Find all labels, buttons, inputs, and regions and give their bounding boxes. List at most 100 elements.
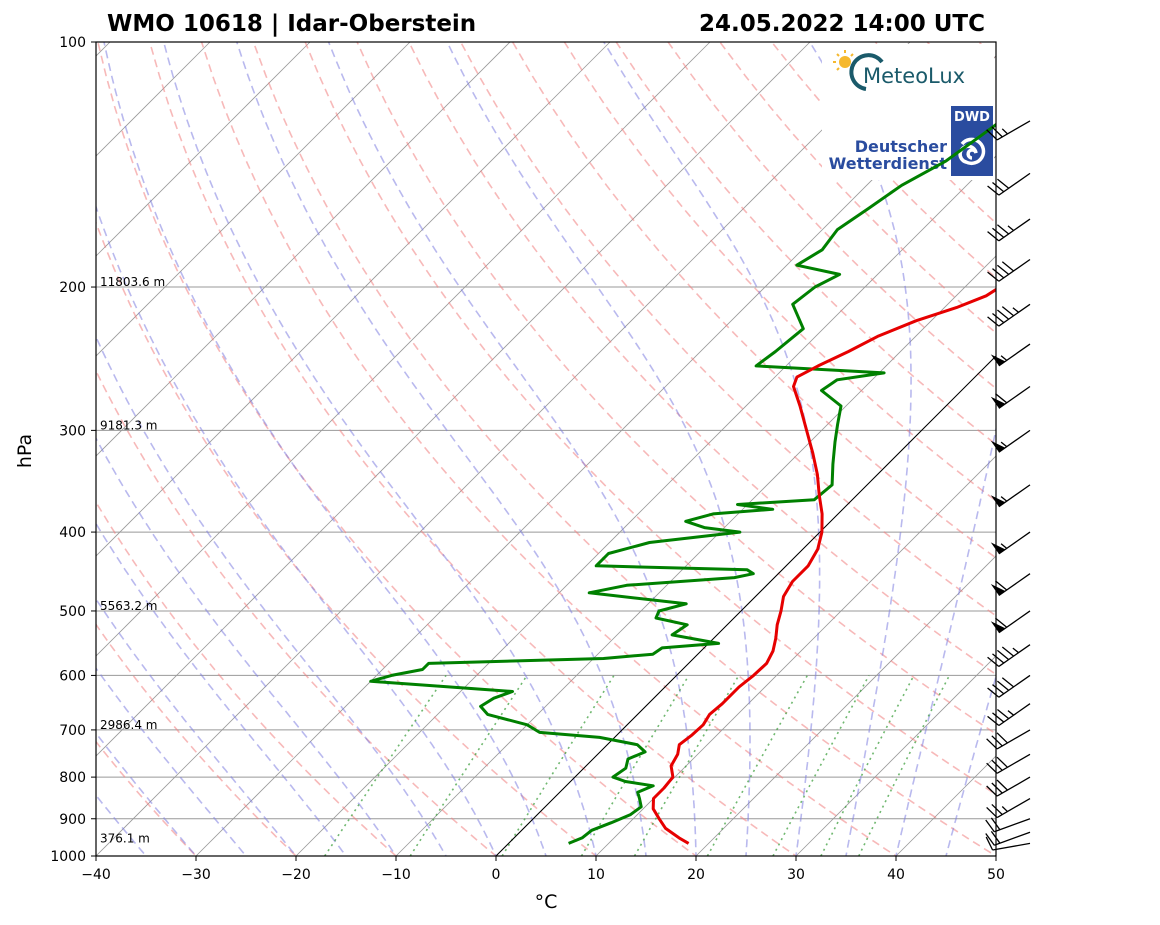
- dry-adiabat: [1031, 42, 1160, 873]
- mixing-ratio-line: [772, 675, 870, 856]
- barb-full: [996, 732, 1008, 744]
- moist-adiabat: [945, 673, 996, 856]
- barb-full: [990, 831, 1001, 844]
- wind-barb: [987, 172, 1031, 196]
- barb-full: [1001, 646, 1015, 657]
- x-tick-label: 10: [587, 867, 605, 883]
- wind-barb: [986, 776, 1031, 797]
- wind-barb: [990, 610, 1031, 634]
- barb-full: [986, 806, 998, 819]
- wind-barb: [990, 429, 1031, 453]
- logo-box: MeteoLux DWD Deutscher Wetterdienst: [822, 44, 994, 180]
- barb-shaft: [996, 776, 1031, 797]
- barb-full: [990, 817, 1001, 831]
- barb-half: [1000, 355, 1008, 361]
- chart-title-left: WMO 10618 | Idar-Oberstein: [107, 11, 476, 37]
- dry-adiabat: [148, 42, 798, 856]
- moist-adiabat: [895, 425, 996, 856]
- barb-full: [986, 762, 998, 774]
- wind-barb: [987, 644, 1031, 667]
- barb-full: [991, 803, 1003, 816]
- y-tick-label: 200: [59, 280, 86, 296]
- barb-half: [1012, 307, 1019, 313]
- x-axis-ticks: −40 −30 −20 −10 0 10 20 30 40 50: [81, 856, 1005, 883]
- moist-adiabat: [96, 666, 248, 856]
- barb-shaft: [998, 385, 1031, 409]
- height-label: 376.1 m: [100, 831, 150, 845]
- barb-shaft: [998, 674, 1031, 698]
- barb-full: [992, 227, 1005, 238]
- barb-half: [1000, 496, 1008, 502]
- barb-full: [991, 735, 1003, 747]
- moist-adiabat: [236, 42, 647, 856]
- barb-full: [991, 782, 1003, 794]
- moist-adiabat: [327, 42, 697, 856]
- barb-full: [992, 684, 1005, 695]
- barb-full: [992, 312, 1005, 324]
- y-tick-label: 700: [59, 723, 86, 739]
- moist-adiabat: [96, 335, 447, 856]
- barb-half: [1000, 543, 1008, 549]
- barb-shaft: [998, 218, 1031, 242]
- dwd-logo: DWD Deutscher Wetterdienst: [829, 106, 993, 176]
- moist-adiabat: [103, 42, 547, 856]
- barb-half: [1007, 225, 1015, 232]
- x-tick-label: −40: [81, 867, 111, 883]
- dry-adiabat: [200, 42, 898, 856]
- barb-full: [992, 268, 1005, 279]
- barb-full: [985, 833, 995, 846]
- x-tick-label: −10: [381, 867, 411, 883]
- y-axis-ticks: 100 200 300 400 500 600 700 800 900 1000: [50, 35, 96, 865]
- barb-shaft: [998, 258, 1031, 282]
- dry-adiabat: [96, 369, 498, 856]
- isotherm-line: [96, 42, 911, 856]
- wind-barb: [987, 218, 1031, 242]
- barb-flag: [990, 440, 1006, 453]
- barb-full: [985, 836, 994, 851]
- moist-adiabat: [446, 42, 751, 856]
- height-label: 5563.2 m: [100, 599, 158, 613]
- barb-full: [996, 649, 1010, 661]
- barb-shaft: [996, 753, 1031, 774]
- temperature-line: [651, 287, 996, 845]
- barb-full: [996, 680, 1010, 691]
- y-tick-label: 900: [59, 812, 86, 828]
- barb-shaft: [996, 120, 1031, 141]
- mixing-ratio-line: [501, 674, 615, 856]
- dwd-name-line1: Deutscher: [855, 137, 947, 156]
- height-label: 9181.3 m: [100, 418, 158, 432]
- wind-barb: [987, 674, 1031, 698]
- barb-full: [987, 231, 1000, 242]
- barb-full: [987, 316, 1000, 327]
- dry-adiabat: [356, 42, 996, 735]
- barb-full: [995, 580, 1008, 591]
- barb-full: [996, 178, 1010, 189]
- height-labels: 11803.6 m 9181.3 m 5563.2 m 2986.4 m 376.1 m: [100, 275, 165, 845]
- wind-barb: [990, 531, 1031, 555]
- barb-flag: [990, 621, 1006, 633]
- sun-icon: [833, 50, 854, 71]
- moist-adiabat: [96, 597, 298, 856]
- meteolux-swoosh-icon: [849, 53, 884, 91]
- moist-adiabat: [96, 522, 347, 856]
- barb-full: [992, 182, 1005, 193]
- wind-barb: [990, 385, 1031, 409]
- y-tick-label: 1000: [50, 849, 86, 865]
- zero-isotherm-line: [495, 355, 996, 856]
- isotherm-line: [96, 42, 711, 657]
- mixing-ratio-line: [324, 674, 447, 856]
- dwd-name-line2: Wetterdienst: [829, 154, 948, 173]
- barb-half: [1001, 128, 1008, 135]
- barb-full: [985, 819, 995, 833]
- meteolux-logo-text: MeteoLux: [863, 64, 965, 88]
- sounding-profiles: [369, 122, 996, 845]
- barb-full: [995, 393, 1008, 404]
- barb-shaft: [994, 831, 1031, 846]
- mixing-ratio-lines: [324, 674, 951, 856]
- barb-shaft: [998, 573, 1031, 597]
- dwd-spiral-icon: [958, 137, 986, 166]
- wind-barb: [985, 817, 1031, 833]
- background-lines: [96, 42, 1160, 873]
- barb-full: [1001, 677, 1015, 688]
- moist-adiabats: [96, 42, 996, 856]
